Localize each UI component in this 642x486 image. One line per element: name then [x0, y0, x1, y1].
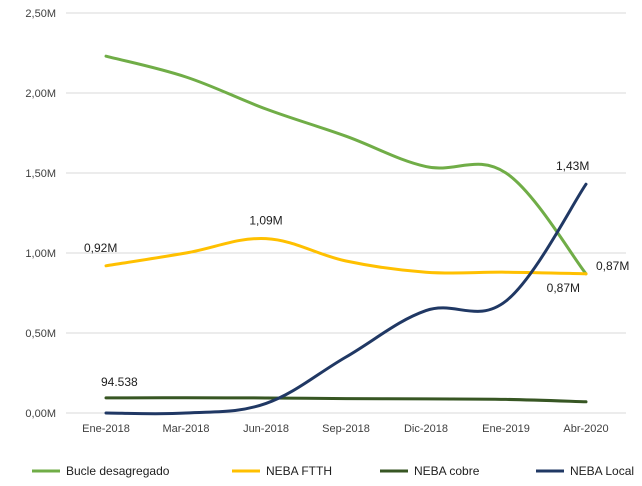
- legend-item: NEBA cobre: [380, 464, 480, 478]
- y-tick-label: 0,50M: [25, 328, 56, 340]
- legend-label: NEBA Local: [570, 464, 634, 478]
- series-line-neba-cobre: [104, 396, 588, 404]
- series-lines: [104, 54, 588, 416]
- legend: Bucle desagregado NEBA FTTH NEBA cobre NEBA…: [32, 464, 634, 478]
- data-labels: 0,92M 1,09M 0,87M 0,87M 1,43M 94.538: [84, 159, 629, 389]
- data-label: 1,43M: [556, 159, 589, 173]
- data-label: 1,09M: [249, 214, 282, 228]
- legend-item: NEBA Local: [536, 464, 634, 478]
- legend-label: NEBA cobre: [414, 464, 480, 478]
- y-axis-ticks: 0,00M 0,50M 1,00M 1,50M 2,00M 2,50M: [25, 8, 56, 420]
- series-line-neba-ftth: [104, 237, 588, 276]
- y-tick-label: 1,50M: [25, 168, 56, 180]
- data-label: 0,87M: [596, 259, 629, 273]
- data-label: 94.538: [101, 375, 138, 389]
- x-tick-label: Sep-2018: [322, 423, 370, 435]
- legend-label: Bucle desagregado: [66, 464, 170, 478]
- x-tick-label: Ene-2018: [82, 423, 130, 435]
- legend-label: NEBA FTTH: [266, 464, 332, 478]
- x-tick-label: Dic-2018: [404, 423, 448, 435]
- y-tick-label: 0,00M: [25, 408, 56, 420]
- legend-item: Bucle desagregado: [32, 464, 170, 478]
- data-label: 0,87M: [547, 281, 580, 295]
- x-tick-label: Jun-2018: [243, 423, 289, 435]
- series-line-neba-local: [104, 182, 588, 416]
- y-tick-label: 1,00M: [25, 248, 56, 260]
- series-line-bucle-desagregado: [104, 54, 588, 276]
- x-tick-label: Abr-2020: [563, 423, 608, 435]
- x-axis-ticks: Ene-2018 Mar-2018 Jun-2018 Sep-2018 Dic-2018…: [82, 423, 608, 435]
- x-tick-label: Ene-2019: [482, 423, 530, 435]
- data-label: 0,92M: [84, 241, 117, 255]
- legend-item: NEBA FTTH: [232, 464, 332, 478]
- x-tick-label: Mar-2018: [162, 423, 209, 435]
- gridlines: [66, 12, 626, 414]
- y-tick-label: 2,00M: [25, 88, 56, 100]
- y-tick-label: 2,50M: [25, 8, 56, 20]
